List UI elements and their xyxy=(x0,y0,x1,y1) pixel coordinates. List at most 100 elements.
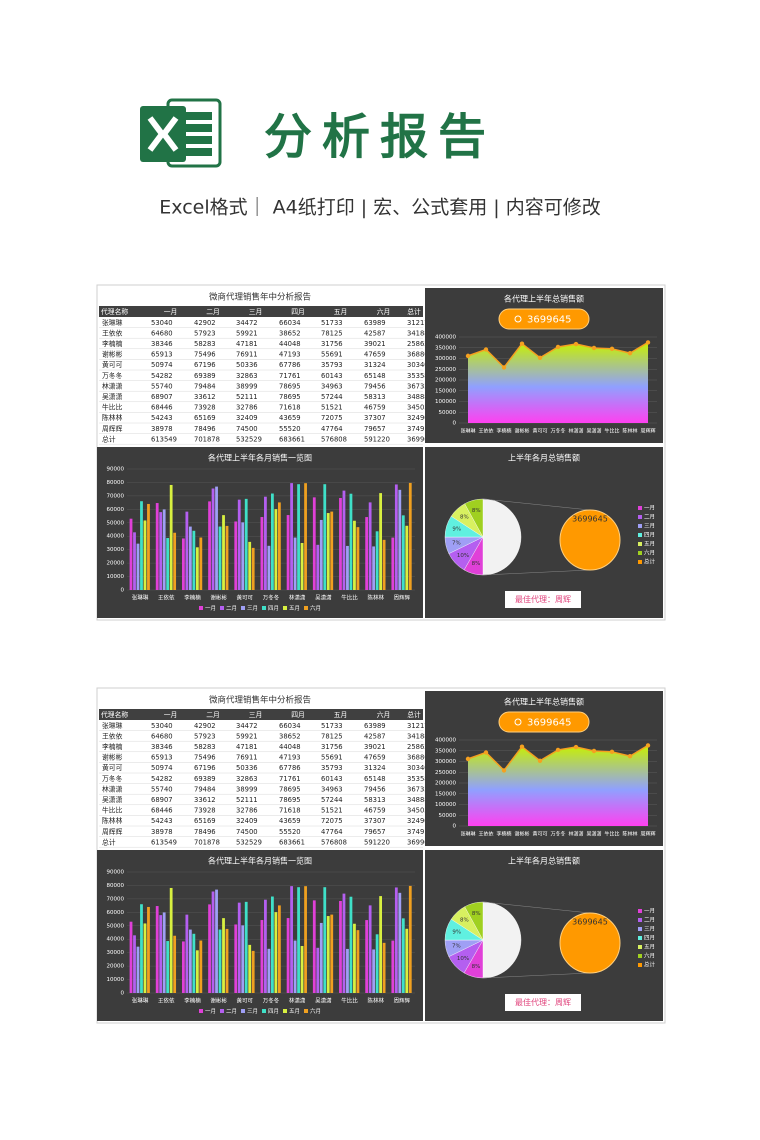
table-cell: 78125 xyxy=(321,329,343,337)
table-title: 微商代理销售年中分析报告 xyxy=(209,695,311,706)
table-cell: 3699645 xyxy=(407,838,437,846)
x-tick-label: 林潇潇 xyxy=(568,831,583,838)
table-cell: 58313 xyxy=(364,393,386,401)
legend-label: 二月 xyxy=(644,514,655,521)
legend-label: 二月 xyxy=(226,1008,237,1015)
bar xyxy=(267,948,271,993)
point xyxy=(645,340,651,345)
table-cell: 65148 xyxy=(364,372,386,380)
legend-swatch xyxy=(638,963,642,967)
bar xyxy=(290,483,293,590)
table-cell: 64680 xyxy=(151,329,173,337)
legend-swatch xyxy=(241,606,245,610)
bar xyxy=(264,899,267,993)
table-cell: 65169 xyxy=(194,414,216,422)
column-header: 四月 xyxy=(291,308,305,316)
bar xyxy=(218,929,222,993)
bar xyxy=(277,502,281,590)
table-cell: 68907 xyxy=(151,796,173,804)
table-cell: 65169 xyxy=(194,817,216,825)
table-cell: 43659 xyxy=(279,817,301,825)
column-header: 三月 xyxy=(249,711,263,719)
table-cell: 张琳琳 xyxy=(102,318,123,327)
point xyxy=(465,756,471,762)
table-cell: 47181 xyxy=(236,743,258,751)
y-tick-label: 150000 xyxy=(435,388,456,394)
table-cell: 73928 xyxy=(194,807,216,815)
pie-slice xyxy=(482,498,522,576)
table-cell: 38999 xyxy=(236,785,258,793)
table-cell: 谢彬彬 xyxy=(102,350,123,359)
table-cell: 258635 xyxy=(407,340,433,348)
legend-label: 总计 xyxy=(644,961,656,969)
bar xyxy=(267,545,271,590)
table-cell: 38978 xyxy=(151,425,173,433)
legend-label: 六月 xyxy=(644,549,655,557)
pie-slice xyxy=(464,901,484,941)
x-tick-label: 周辉辉 xyxy=(394,997,411,1005)
y-tick-label: 50000 xyxy=(439,410,457,416)
table-cell: 38999 xyxy=(236,382,258,390)
table-cell: 258635 xyxy=(407,743,433,751)
legend-label: 四月 xyxy=(268,1008,279,1015)
bar xyxy=(244,498,248,590)
table-cell: 李楠楠 xyxy=(102,339,123,348)
table-cell: 32786 xyxy=(236,807,258,815)
table-cell: 74500 xyxy=(236,425,258,433)
bar xyxy=(346,545,349,590)
x-tick-label: 牛比比 xyxy=(604,428,619,435)
table-cell: 黄可可 xyxy=(102,763,123,772)
badge-icon xyxy=(514,315,522,323)
bar xyxy=(133,935,136,993)
table-cell: 69389 xyxy=(194,372,216,380)
table-header-bg xyxy=(99,306,423,317)
bar xyxy=(195,950,199,993)
bar xyxy=(312,497,316,590)
point xyxy=(555,747,561,753)
table-cell: 78125 xyxy=(321,732,343,740)
table-cell: 万冬冬 xyxy=(102,774,123,783)
bar xyxy=(129,921,133,993)
table-cell: 71761 xyxy=(279,372,301,380)
x-tick-label: 王依依 xyxy=(478,428,493,435)
table-cell: 51733 xyxy=(321,722,343,730)
table-cell: 701878 xyxy=(194,838,220,846)
x-tick-label: 黄可可 xyxy=(237,997,254,1005)
table-cell: 王依依 xyxy=(102,731,123,740)
column-header: 一月 xyxy=(164,711,178,719)
table-cell: 75496 xyxy=(194,351,216,359)
table-cell: 67786 xyxy=(279,361,301,369)
chart-title: 各代理上半年总销售额 xyxy=(504,697,584,707)
table-cell: 44048 xyxy=(279,340,301,348)
table-cell: 陈林林 xyxy=(102,413,123,422)
bar xyxy=(353,923,356,993)
table-cell: 57244 xyxy=(321,796,343,804)
legend-swatch xyxy=(638,909,642,913)
bar xyxy=(382,942,386,993)
x-tick-label: 李楠楠 xyxy=(184,997,201,1005)
point xyxy=(627,753,633,759)
legend-label: 六月 xyxy=(644,952,655,960)
bar xyxy=(349,896,353,993)
table-cell: 613549 xyxy=(151,435,177,443)
bar xyxy=(241,522,245,590)
pie-label: 10% xyxy=(457,553,469,559)
bar xyxy=(408,482,412,590)
table-cell: 李楠楠 xyxy=(102,742,123,751)
bar xyxy=(248,541,252,590)
table-cell: 44048 xyxy=(279,743,301,751)
table-cell: 78496 xyxy=(194,425,216,433)
table-cell: 324902 xyxy=(407,817,433,825)
table-cell: 34472 xyxy=(236,722,258,730)
table-cell: 牛比比 xyxy=(102,806,123,815)
bar xyxy=(405,525,409,590)
table-cell: 总计 xyxy=(102,837,116,846)
table-cell: 54282 xyxy=(151,775,173,783)
bar xyxy=(260,517,264,590)
table-cell: 345058 xyxy=(407,807,433,815)
bar xyxy=(319,519,323,590)
table-cell: 532529 xyxy=(236,838,262,846)
table-cell: 67786 xyxy=(279,764,301,772)
